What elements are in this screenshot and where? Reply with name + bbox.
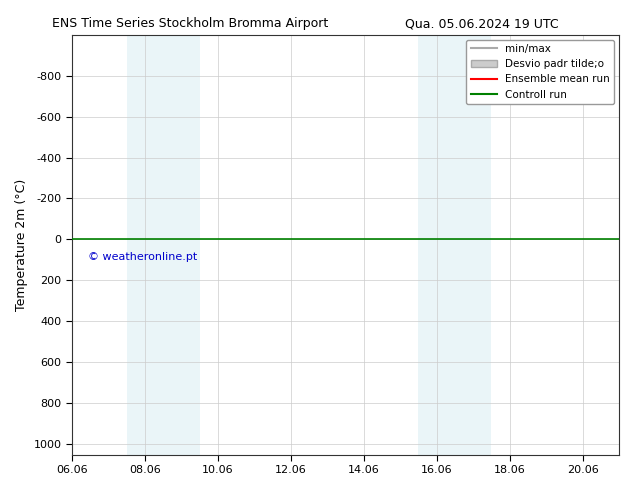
Y-axis label: Temperature 2m (°C): Temperature 2m (°C) [15, 178, 28, 311]
Legend: min/max, Desvio padr tilde;o, Ensemble mean run, Controll run: min/max, Desvio padr tilde;o, Ensemble m… [467, 40, 614, 104]
Bar [127, 35, 200, 455]
Bar [418, 35, 491, 455]
Text: © weatheronline.pt: © weatheronline.pt [88, 252, 198, 262]
Text: ENS Time Series Stockholm Bromma Airport: ENS Time Series Stockholm Bromma Airport [52, 17, 328, 30]
Text: Qua. 05.06.2024 19 UTC: Qua. 05.06.2024 19 UTC [405, 17, 559, 30]
